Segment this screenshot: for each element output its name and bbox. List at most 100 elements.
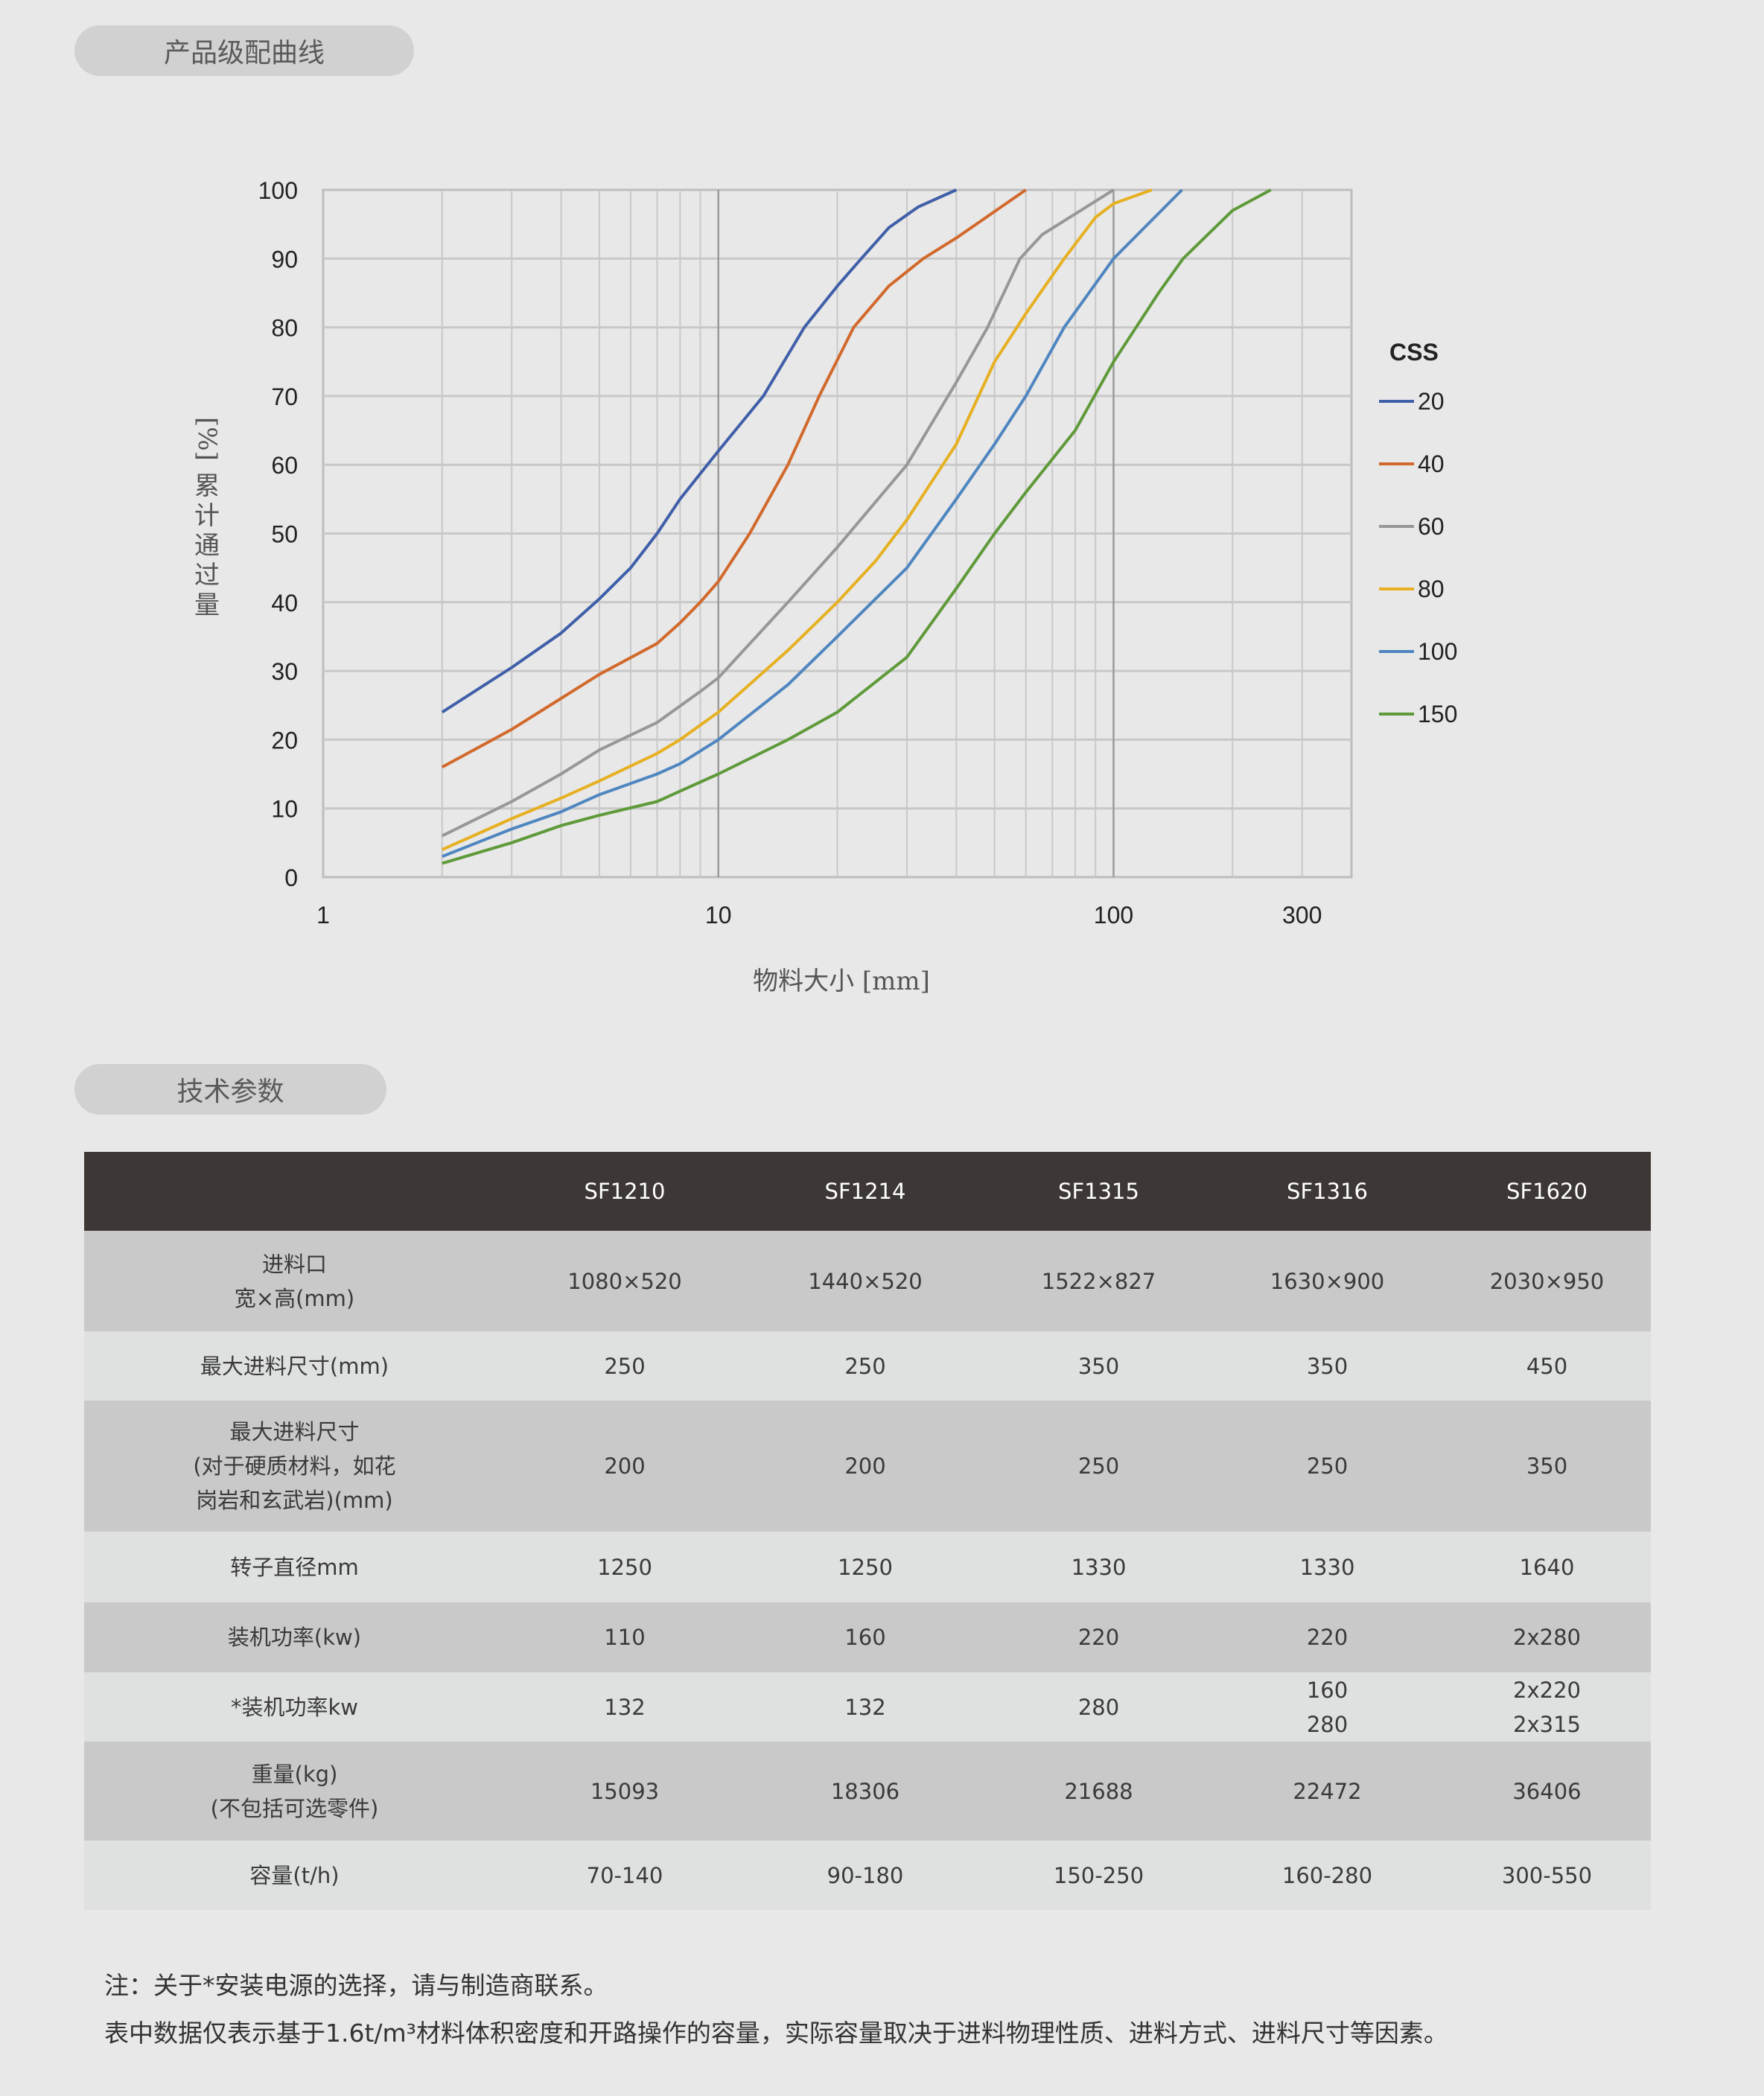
cell-value: 220: [1306, 1625, 1349, 1650]
table-row: 重量(kg) (不包括可选零件) 15093 18306 21688 22472 36406: [84, 1742, 1651, 1841]
cell-value: 18306: [830, 1778, 900, 1804]
y-tick-label: 70: [271, 383, 298, 410]
table-cell: 350: [986, 1331, 1211, 1401]
table-cell: 18306: [745, 1742, 986, 1841]
y-tick-label: 100: [258, 177, 298, 204]
table-cell: 1250: [505, 1532, 745, 1602]
table-cell: 1330: [986, 1532, 1211, 1602]
column-header: SF1316: [1211, 1152, 1443, 1231]
series-line-css-150: [442, 188, 1272, 865]
row-label: 重量(kg) (不包括可选零件): [84, 1742, 505, 1841]
table-cell: 2x280: [1443, 1602, 1651, 1672]
row-label: 转子直径mm: [84, 1532, 505, 1602]
cell-value: 160: [844, 1625, 886, 1650]
cell-value: 250: [604, 1353, 646, 1379]
cell-value: 220: [1077, 1625, 1120, 1650]
row-label: 进料口宽×高(mm): [84, 1231, 505, 1331]
table-cell: 250: [505, 1331, 745, 1401]
series-line-css-80: [441, 188, 1153, 851]
legend-label: 100: [1418, 638, 1457, 665]
column-header: [84, 1152, 505, 1231]
column-header: SF1214: [745, 1152, 986, 1231]
cell-value: 2x315: [1513, 1711, 1581, 1737]
note-line: 注：关于*安装电源的选择，请与制造商联系。: [104, 1971, 608, 2000]
section-title-tech-params: 技术参数: [74, 1064, 386, 1115]
row-label-line: 容量(t/h): [249, 1862, 340, 1888]
cell-value: 250: [1077, 1453, 1120, 1479]
table-cell: 350: [1211, 1331, 1443, 1401]
table-cell: 280: [986, 1672, 1211, 1742]
row-label-line: 重量(kg): [251, 1761, 338, 1787]
cell-value: 1330: [1299, 1554, 1355, 1580]
cell-value: 250: [1306, 1453, 1349, 1479]
cell-value: 36406: [1512, 1778, 1582, 1804]
cell-value: 200: [604, 1453, 646, 1479]
legend-label: 20: [1418, 388, 1445, 415]
row-label: 装机功率(kw): [84, 1602, 505, 1672]
row-label-line: 岗岩和玄武岩)(mm): [196, 1488, 393, 1513]
row-label: 最大进料尺寸(mm): [84, 1331, 505, 1401]
table-cell: 150-250: [986, 1841, 1211, 1910]
table-cell: 36406: [1443, 1742, 1651, 1841]
row-label-line: 装机功率(kw): [227, 1625, 362, 1650]
cell-value: 2x280: [1513, 1625, 1581, 1650]
table-row: 进料口宽×高(mm) 1080×520 1440×520 1522×827 1630×9…: [84, 1231, 1651, 1331]
table-header-row: SF1210 SF1214 SF1315 SF1316 SF1620: [84, 1152, 1651, 1231]
column-header: SF1620: [1443, 1152, 1651, 1231]
table-cell: 1440×520: [745, 1231, 986, 1331]
table-cell: 1080×520: [505, 1231, 745, 1331]
legend-label: 150: [1418, 701, 1457, 727]
cell-value: 160-280: [1281, 1862, 1373, 1888]
column-header: SF1210: [505, 1152, 745, 1231]
table-row: 最大进料尺寸(mm) 250 250 350 350 450: [84, 1331, 1651, 1401]
notes: 注：关于*安装电源的选择，请与制造商联系。 表中数据仅表示基于1.6t/m³材料…: [104, 1962, 1448, 2057]
y-tick-label: 10: [271, 796, 298, 823]
table-cell: 160-280: [1211, 1841, 1443, 1910]
series-line-css-60: [441, 188, 1115, 838]
table-cell: 220: [986, 1602, 1211, 1672]
table-row: 最大进料尺寸 (对于硬质材料，如花 岗岩和玄武岩)(mm) 200 200 250 250 3…: [84, 1401, 1651, 1532]
x-tick-label: 300: [1282, 902, 1322, 928]
table-cell: 2x220 2x315: [1443, 1672, 1651, 1742]
table-cell: 1630×900: [1211, 1231, 1443, 1331]
row-label-line: 最大进料尺寸: [229, 1419, 360, 1444]
legend-label: 80: [1418, 576, 1445, 602]
table-cell: 160 280: [1211, 1672, 1443, 1742]
y-axis-title: 累计通过量: [194, 471, 220, 620]
y-tick-label: 80: [271, 315, 298, 342]
row-label-line: 进料口: [261, 1251, 327, 1277]
y-tick-label: 40: [271, 590, 298, 617]
table-cell: 70-140: [505, 1841, 745, 1910]
spec-table: SF1210 SF1214 SF1315 SF1316 SF1620 进料口宽×高(mm…: [84, 1152, 1651, 1910]
cell-value: 132: [844, 1694, 886, 1720]
x-tick-label: 10: [705, 902, 732, 928]
table-cell: 250: [986, 1401, 1211, 1532]
y-tick-label: 60: [271, 452, 298, 479]
y-tick-label: 90: [271, 246, 298, 273]
row-label: 容量(t/h): [84, 1841, 505, 1910]
cell-value: 22472: [1293, 1778, 1362, 1804]
cell-value: 132: [604, 1694, 646, 1720]
table-cell: 132: [505, 1672, 745, 1742]
cell-value: 350: [1077, 1353, 1120, 1379]
cell-value: 280: [1306, 1711, 1349, 1737]
cell-value: 350: [1526, 1453, 1568, 1479]
cell-value: 300-550: [1501, 1862, 1593, 1888]
table-cell: 300-550: [1443, 1841, 1651, 1910]
section-title-grading-curve: 产品级配曲线: [74, 25, 414, 76]
cell-value: 1630×900: [1270, 1268, 1385, 1294]
cell-value: 2030×950: [1489, 1268, 1605, 1294]
cell-value: 1080×520: [567, 1268, 682, 1294]
table-cell: 15093: [505, 1742, 745, 1841]
cell-value: 1330: [1071, 1554, 1127, 1580]
table-cell: 220: [1211, 1602, 1443, 1672]
row-label-line: 宽×高(mm): [234, 1285, 355, 1311]
y-axis-unit: [%]: [192, 417, 222, 461]
y-axis-label: [%] 累计通过量: [190, 417, 224, 620]
table-cell: 1522×827: [986, 1231, 1211, 1331]
cell-value: 1440×520: [808, 1268, 923, 1294]
y-tick-label: 30: [271, 658, 298, 685]
cell-value: 250: [844, 1353, 886, 1379]
table-cell: 1250: [745, 1532, 986, 1602]
